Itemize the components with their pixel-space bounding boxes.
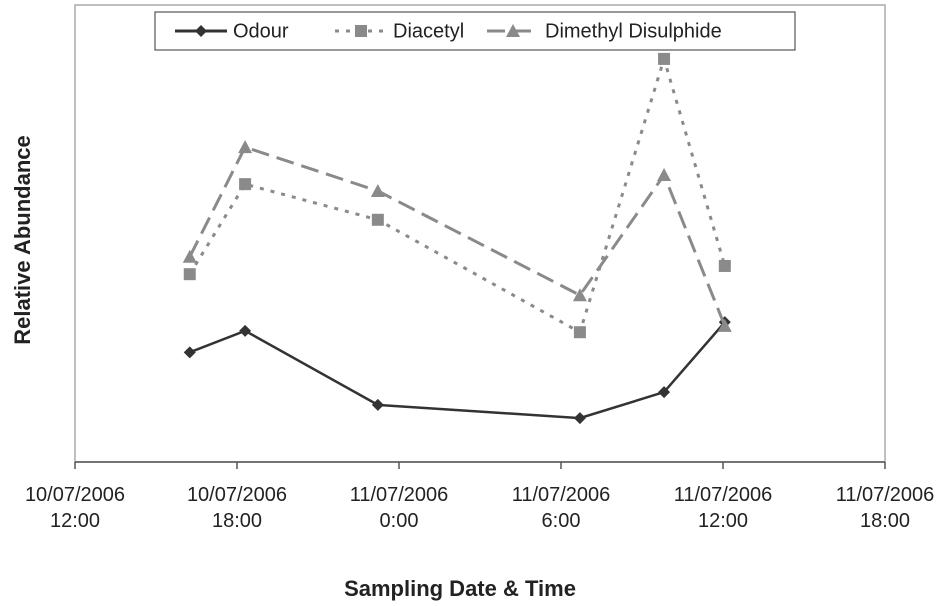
marker	[182, 249, 197, 263]
x-tick-label: 10/07/2006 12:00	[24, 484, 126, 532]
legend-marker	[195, 25, 207, 37]
x-tick-label: 11/07/2006 0:00	[349, 484, 449, 532]
x-axis-title: Sampling Date & Time	[344, 576, 576, 601]
marker	[371, 398, 384, 411]
marker	[573, 326, 586, 339]
legend-marker	[355, 25, 367, 37]
marker	[573, 412, 586, 425]
marker	[238, 140, 253, 154]
legend	[154, 11, 796, 51]
marker	[718, 259, 731, 272]
marker	[658, 386, 671, 399]
x-tick-label: 10/07/2006 18:00	[186, 484, 288, 532]
plot-frame	[74, 4, 886, 463]
series-line	[189, 321, 726, 420]
x-tick-label: 11/07/2006 18:00	[835, 484, 935, 532]
marker	[183, 346, 196, 359]
marker	[572, 288, 587, 302]
y-axis-title: Relative Abundance	[10, 135, 35, 344]
x-tick-label: 11/07/2006 12:00	[673, 484, 773, 532]
series-line	[188, 53, 727, 335]
x-tick-label: 11/07/2006 6:00	[511, 484, 611, 532]
marker	[370, 183, 385, 197]
marker	[657, 168, 672, 182]
marker	[183, 268, 196, 281]
legend-label: Dimethyl Disulphide	[545, 20, 722, 42]
legend-label: Diacetyl	[393, 20, 464, 42]
series-line	[188, 145, 727, 327]
legend-label: Odour	[233, 20, 289, 42]
marker	[371, 213, 384, 226]
marker	[239, 178, 252, 191]
legend-marker	[506, 24, 520, 37]
marker	[717, 318, 732, 332]
marker	[658, 52, 671, 65]
marker	[239, 324, 252, 337]
